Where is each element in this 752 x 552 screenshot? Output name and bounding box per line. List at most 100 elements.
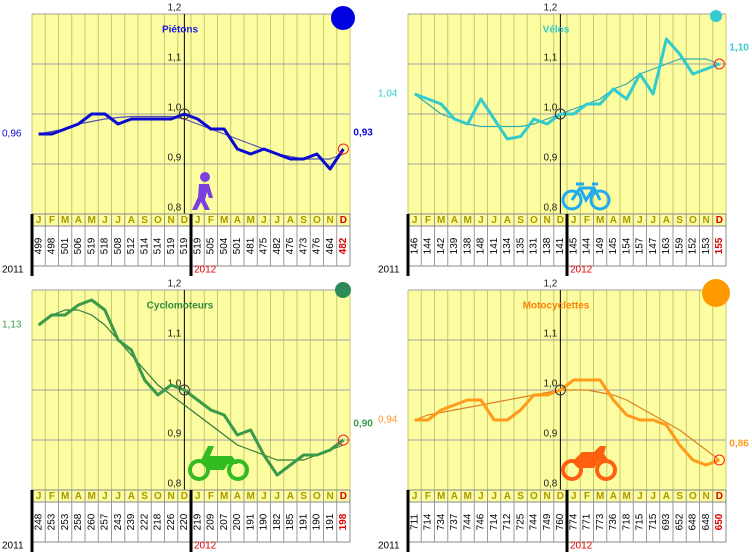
count-label: 504	[219, 237, 230, 254]
count-label: 163	[661, 237, 672, 254]
year-label: 2011	[378, 265, 400, 276]
year-label: 2011	[378, 541, 400, 552]
month-label: M	[87, 215, 95, 226]
month-label: A	[234, 491, 241, 502]
count-label: 157	[635, 237, 646, 254]
month-label: F	[584, 215, 590, 226]
count-label: 714	[423, 513, 434, 530]
month-label: J	[637, 491, 643, 502]
count-label: 746	[476, 513, 487, 530]
month-label: F	[584, 491, 590, 502]
value-label: 0,94	[378, 415, 398, 426]
trend-line	[414, 389, 720, 461]
count-label: 218	[153, 513, 164, 530]
year-label: 2011	[2, 265, 24, 276]
month-label: N	[327, 491, 334, 502]
count-label: 145	[608, 237, 619, 254]
y-tick-label: 1,2	[167, 279, 181, 290]
y-tick-label: 0,8	[543, 203, 557, 214]
count-label: 253	[47, 513, 58, 530]
count-label: 512	[126, 237, 137, 254]
month-label: O	[313, 491, 321, 502]
month-label: O	[530, 491, 538, 502]
count-label: 715	[635, 513, 646, 530]
month-label: S	[676, 215, 683, 226]
month-label: O	[689, 215, 697, 226]
count-label: 258	[73, 513, 84, 530]
count-label: 714	[489, 513, 500, 530]
count-label: 147	[648, 237, 659, 254]
count-label: 519	[192, 237, 203, 254]
count-label: 145	[568, 237, 579, 254]
count-label: 499	[33, 237, 44, 254]
count-label: 718	[621, 513, 632, 530]
value-label: 0,90	[353, 419, 373, 430]
month-label: M	[437, 491, 445, 502]
month-label: M	[622, 491, 630, 502]
count-label: 737	[449, 513, 460, 530]
month-label: J	[274, 491, 280, 502]
data-line	[38, 112, 345, 171]
count-label: 146	[409, 237, 420, 254]
indicator-dot	[710, 10, 722, 22]
count-label: 693	[661, 513, 672, 530]
month-label: A	[610, 491, 617, 502]
count-label: 144	[582, 237, 593, 254]
month-label: S	[141, 215, 148, 226]
data-line	[414, 37, 720, 141]
y-tick-label: 0,9	[543, 429, 557, 440]
point-marker	[713, 454, 725, 466]
count-label: 139	[449, 237, 460, 254]
indicator-dot	[335, 282, 351, 298]
month-label: A	[128, 215, 135, 226]
month-label: M	[61, 215, 69, 226]
count-label: 200	[232, 513, 243, 530]
month-label: J	[261, 215, 267, 226]
month-label: M	[596, 215, 604, 226]
y-tick-label: 1,0	[543, 103, 557, 114]
y-tick-label: 1,1	[167, 329, 181, 340]
count-label: 744	[462, 513, 473, 530]
month-label: F	[208, 215, 214, 226]
count-label: 219	[192, 513, 203, 530]
month-label: O	[689, 491, 697, 502]
count-label: 253	[60, 513, 71, 530]
month-label: F	[49, 215, 55, 226]
month-label: D	[557, 491, 564, 502]
month-label: S	[141, 491, 148, 502]
data-line	[37, 298, 345, 477]
count-label: 650	[714, 513, 725, 530]
y-tick-label: 0,9	[543, 153, 557, 164]
panel-title: Motocyclettes	[523, 301, 590, 312]
count-label: 226	[166, 513, 177, 530]
point-marker	[554, 384, 566, 396]
panel-title: Cyclomoteurs	[147, 301, 214, 312]
month-label: A	[663, 215, 670, 226]
month-label: N	[327, 215, 334, 226]
count-label: 725	[515, 513, 526, 530]
count-label: 519	[166, 237, 177, 254]
count-label: 198	[338, 513, 349, 530]
month-label: M	[220, 215, 228, 226]
count-label: 711	[409, 514, 420, 530]
count-label: 475	[259, 237, 270, 254]
count-label: 144	[423, 237, 434, 254]
point-marker	[178, 108, 190, 120]
month-label: O	[154, 491, 162, 502]
count-label: 736	[608, 513, 619, 530]
month-label: J	[102, 491, 108, 502]
count-label: 153	[701, 237, 712, 254]
value-label: 1,10	[729, 43, 749, 54]
month-label: J	[412, 491, 418, 502]
month-label: F	[208, 491, 214, 502]
month-label: A	[451, 491, 458, 502]
month-label: J	[637, 215, 643, 226]
value-label: 1,13	[2, 320, 22, 331]
point-marker	[178, 384, 190, 396]
count-label: 190	[312, 513, 323, 530]
count-label: 138	[462, 237, 473, 254]
month-label: S	[300, 215, 307, 226]
count-label: 501	[60, 237, 71, 254]
value-label: 1,04	[378, 89, 398, 100]
count-label: 155	[714, 237, 725, 254]
